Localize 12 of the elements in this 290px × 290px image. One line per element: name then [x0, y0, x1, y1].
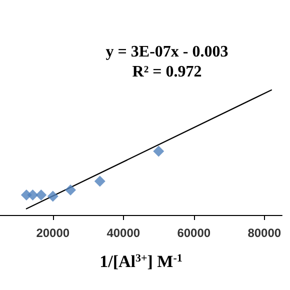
point	[47, 190, 58, 202]
point	[27, 190, 38, 200]
point	[153, 146, 164, 157]
point	[94, 176, 106, 187]
x-tick-label: 80000	[248, 226, 282, 240]
x-tick-label: 20000	[36, 226, 70, 240]
x-tick-label: 60000	[177, 226, 211, 240]
point	[36, 190, 47, 200]
text: y = 3E-07x - 0.003	[106, 44, 228, 60]
x-tick-label: 40000	[106, 226, 140, 240]
point	[65, 184, 76, 196]
text: R² = 0.972	[132, 64, 202, 80]
